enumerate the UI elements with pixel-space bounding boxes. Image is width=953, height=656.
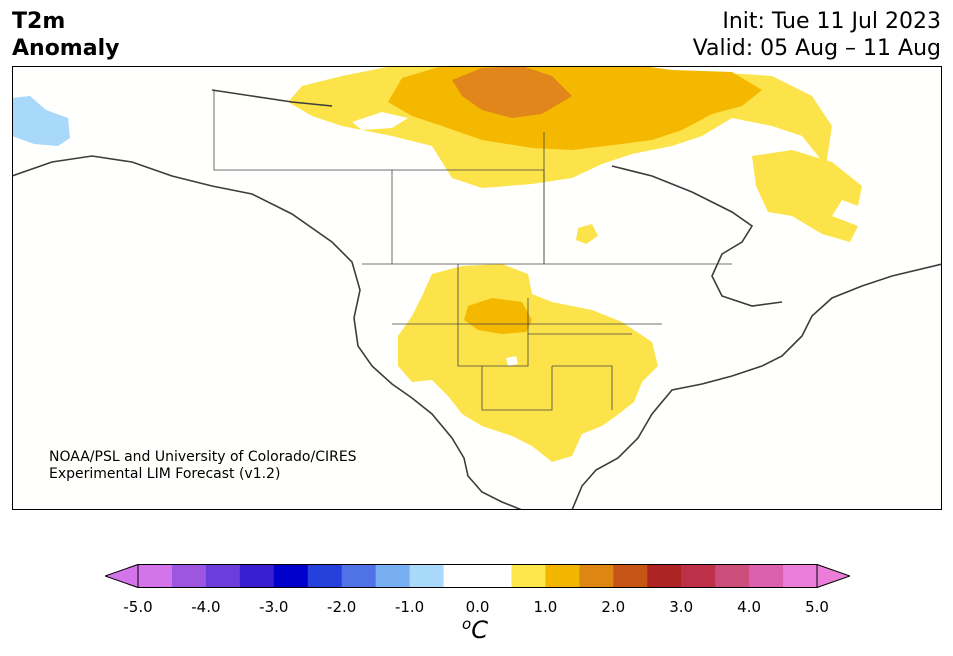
colorbar-cell xyxy=(443,564,478,588)
colorbar-cell xyxy=(375,564,411,588)
colorbar-tick-label: -3.0 xyxy=(259,598,289,616)
colorbar-frame-left xyxy=(105,564,139,588)
credit-text: NOAA/PSL and University of Colorado/CIRE… xyxy=(49,449,357,483)
colorbar-cell xyxy=(205,564,241,588)
colorbar-tick-label: 4.0 xyxy=(737,598,762,616)
cool-anomaly-alaska xyxy=(12,96,70,146)
colorbar-extend-low xyxy=(105,564,138,588)
unit-degree: o xyxy=(462,615,472,633)
colorbar-tick-label: -1.0 xyxy=(394,598,425,616)
title-line-2: Anomaly xyxy=(12,36,120,61)
colorbar-cell xyxy=(239,564,275,588)
colorbar-frame-right xyxy=(816,564,850,588)
title-line-1: T2m xyxy=(12,9,66,34)
colorbar-tick-label: -4.0 xyxy=(191,598,221,616)
colorbar-cell xyxy=(545,564,580,588)
warm-anomaly-labrador xyxy=(752,150,862,242)
forecast-dates: Init: Tue 11 Jul 2023 Valid: 05 Aug – 11… xyxy=(693,8,941,62)
colorbar-tick-label: 0.0 xyxy=(465,598,490,616)
colorbar-cells xyxy=(138,564,818,588)
colorbar-cell xyxy=(613,564,648,588)
colorbar-cell xyxy=(715,564,750,588)
colorbar-tick-label: -5.0 xyxy=(123,598,153,616)
colorbar-cell xyxy=(749,564,784,588)
anomaly-map xyxy=(12,66,942,510)
warm-anomaly-arctic-high xyxy=(452,66,572,118)
init-date: Init: Tue 11 Jul 2023 xyxy=(722,9,941,34)
warm-anomaly-small xyxy=(576,224,598,244)
unit-symbol: C xyxy=(471,616,488,644)
cool-patch-west-us xyxy=(506,356,518,366)
colorbar-cell xyxy=(307,564,343,588)
colorbar-cell xyxy=(341,564,377,588)
colorbar-cell xyxy=(409,564,445,588)
credit-line-2: Experimental LIM Forecast (v1.2) xyxy=(49,466,281,482)
colorbar-tick-label: 2.0 xyxy=(601,598,626,616)
colorbar-cell xyxy=(647,564,682,588)
warm-anomaly-west-us-mid xyxy=(464,298,532,334)
colorbar-cell xyxy=(477,564,512,588)
valid-range: Valid: 05 Aug – 11 Aug xyxy=(692,36,941,61)
colorbar-tick-label: 3.0 xyxy=(669,598,694,616)
colorbar-ticks: -5.0 -4.0 -3.0 -2.0 -1.0 0.0 1.0 2.0 3.0 4.0 5.0 xyxy=(0,598,953,618)
colorbar-cell xyxy=(171,564,207,588)
colorbar-unit: oC xyxy=(462,615,488,644)
colorbar-cell xyxy=(681,564,716,588)
colorbar-cell xyxy=(273,564,309,588)
colorbar-frame xyxy=(137,564,818,588)
colorbar-tick-label: 5.0 xyxy=(805,598,829,616)
colorbar-cell xyxy=(783,564,818,588)
map-title: T2m Anomaly xyxy=(12,8,119,62)
colorbar-cell xyxy=(579,564,614,588)
colorbar-cell xyxy=(138,564,173,588)
colorbar-extend-high xyxy=(817,564,850,588)
cool-patch-arctic xyxy=(352,112,408,130)
colorbar-tick-label: 1.0 xyxy=(533,598,558,616)
political-borders xyxy=(213,90,732,411)
colorbar-tick-label: -2.0 xyxy=(327,598,357,616)
credit-line-1: NOAA/PSL and University of Colorado/CIRE… xyxy=(49,449,357,465)
colorbar-cell xyxy=(511,564,546,588)
colorbar xyxy=(105,564,850,588)
coastlines xyxy=(12,89,942,510)
